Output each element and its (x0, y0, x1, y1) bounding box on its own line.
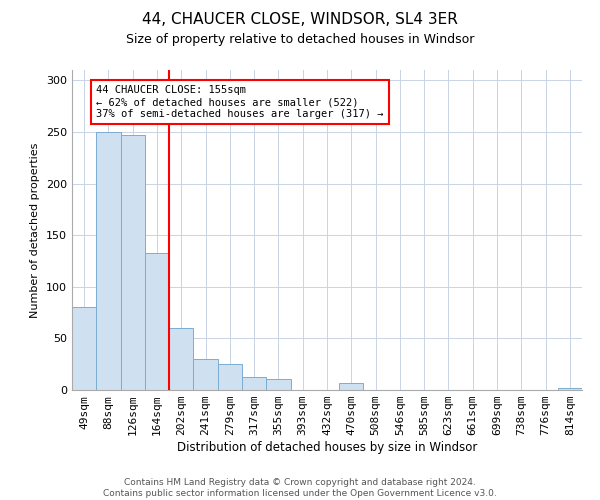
Bar (339, 383, 364, 390)
Bar (242, 376, 266, 390)
Text: Contains HM Land Registry data © Crown copyright and database right 2024.
Contai: Contains HM Land Registry data © Crown c… (103, 478, 497, 498)
Bar (558, 388, 582, 390)
Bar (193, 359, 218, 390)
Text: Size of property relative to detached houses in Windsor: Size of property relative to detached ho… (126, 32, 474, 46)
Bar (121, 135, 145, 390)
Bar (72, 308, 96, 390)
Bar (169, 328, 193, 390)
Y-axis label: Number of detached properties: Number of detached properties (31, 142, 40, 318)
Text: 44, CHAUCER CLOSE, WINDSOR, SL4 3ER: 44, CHAUCER CLOSE, WINDSOR, SL4 3ER (142, 12, 458, 28)
Bar (218, 364, 242, 390)
Bar (96, 132, 121, 390)
Text: 44 CHAUCER CLOSE: 155sqm
← 62% of detached houses are smaller (522)
37% of semi-: 44 CHAUCER CLOSE: 155sqm ← 62% of detach… (96, 86, 384, 118)
Bar (266, 378, 290, 390)
Bar (145, 252, 169, 390)
X-axis label: Distribution of detached houses by size in Windsor: Distribution of detached houses by size … (177, 441, 477, 454)
